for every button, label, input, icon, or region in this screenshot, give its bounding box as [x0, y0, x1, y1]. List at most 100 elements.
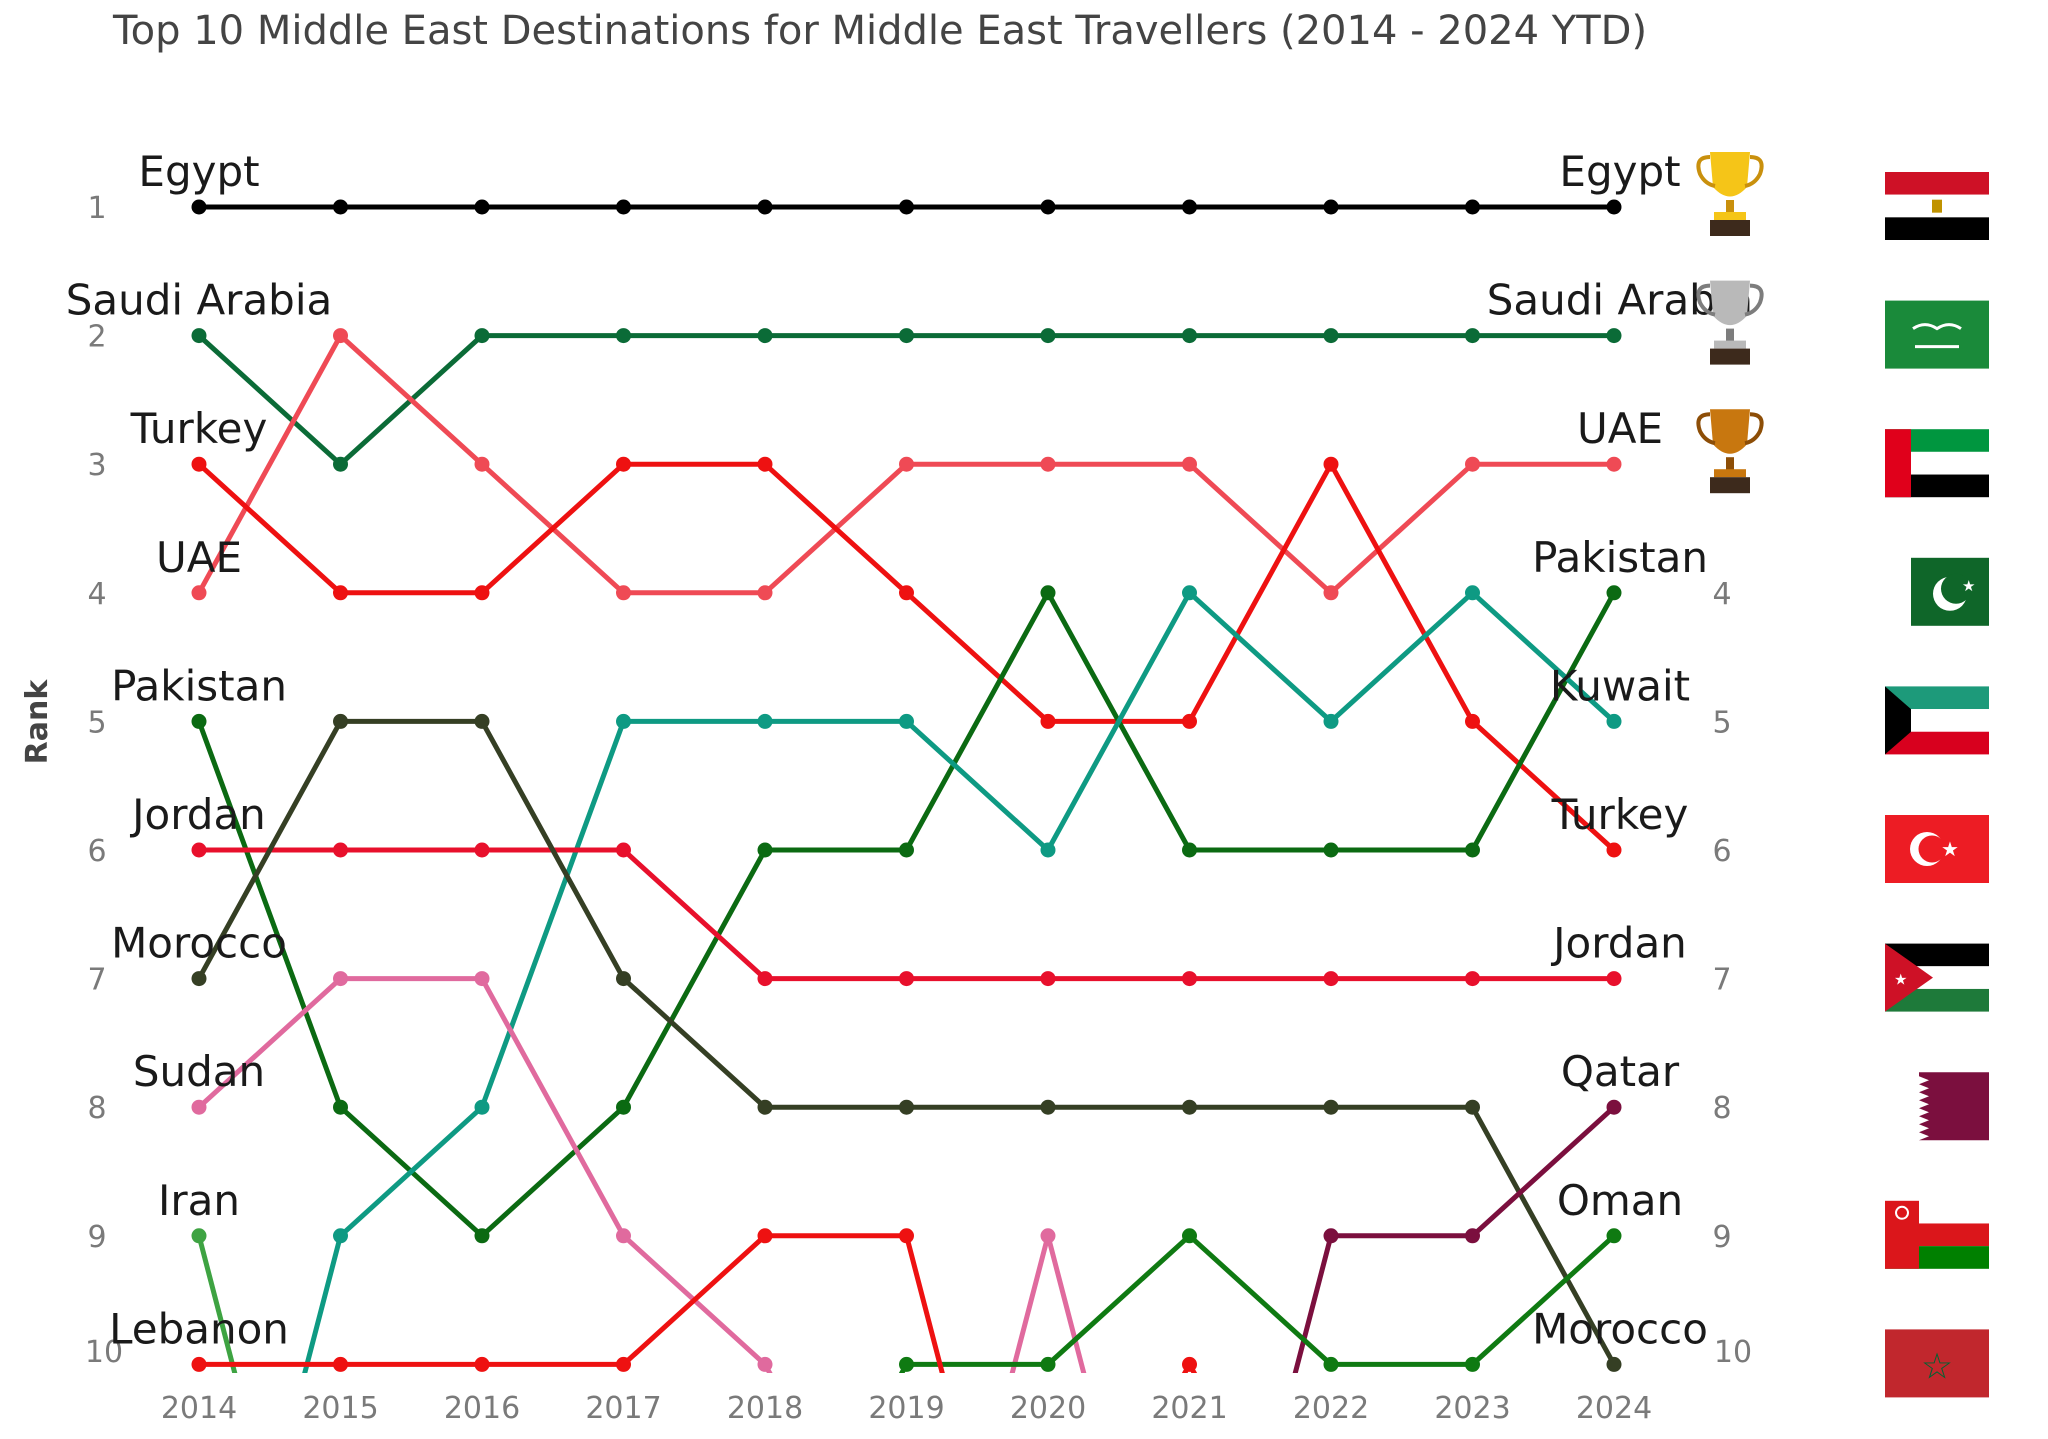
- trophies-layer: [1696, 152, 1764, 494]
- point-lebanon-2021: [1182, 1356, 1197, 1372]
- point-saudi-arabia-2016: [474, 328, 490, 344]
- y-tick-right-4: 4: [1712, 577, 1731, 612]
- x-tick-2016: 2016: [444, 1391, 520, 1426]
- point-morocco-2021: [1182, 1099, 1197, 1115]
- label-right-morocco: Morocco: [1532, 1304, 1708, 1353]
- uae-flag-icon: [1885, 429, 1989, 498]
- point-oman-2024: [1606, 1228, 1622, 1244]
- point-uae-2022: [1323, 585, 1339, 601]
- x-tick-2015: 2015: [302, 1391, 378, 1426]
- point-uae-2019: [899, 456, 914, 472]
- point-sudan-2020: [1040, 1228, 1056, 1244]
- point-egypt-2018: [757, 199, 773, 215]
- point-morocco-2023: [1465, 1099, 1480, 1115]
- point-kuwait-2017: [616, 713, 631, 729]
- point-egypt-2016: [474, 199, 490, 215]
- point-jordan-2014: [191, 842, 207, 858]
- y-tick-left-5: 5: [87, 705, 106, 740]
- point-turkey-2019: [899, 585, 914, 601]
- y-tick-left-3: 3: [87, 448, 106, 483]
- y-tick-right-7: 7: [1712, 963, 1731, 998]
- pakistan-flag-icon: ★: [1911, 557, 1989, 626]
- point-jordan-2021: [1182, 971, 1197, 987]
- point-lebanon-2017: [616, 1356, 631, 1372]
- point-jordan-2015: [333, 842, 348, 858]
- point-turkey-2018: [757, 456, 773, 472]
- point-turkey-2024: [1606, 842, 1622, 858]
- point-kuwait-2018: [757, 713, 773, 729]
- point-lebanon-2016: [474, 1356, 490, 1372]
- bronze-trophy-icon: [1696, 409, 1764, 494]
- point-turkey-2014: [191, 456, 207, 472]
- y-tick-right-8: 8: [1712, 1091, 1731, 1126]
- point-turkey-2022: [1323, 456, 1339, 472]
- y-tick-left-2: 2: [87, 320, 106, 355]
- point-saudi-arabia-2014: [191, 328, 207, 344]
- y-axis-label: Rank: [20, 679, 55, 765]
- point-lebanon-2018: [757, 1228, 773, 1244]
- point-jordan-2022: [1323, 971, 1339, 987]
- point-jordan-2019: [899, 971, 914, 987]
- point-morocco-2017: [616, 971, 631, 987]
- point-saudi-arabia-2020: [1040, 328, 1056, 344]
- point-lebanon-2019: [899, 1228, 914, 1244]
- egypt-flag-icon: [1885, 172, 1989, 240]
- labels-layer: Egypt Saudi Arabia Turkey UAE Pakistan Jordan…: [66, 147, 1754, 1353]
- point-pakistan-2018: [757, 842, 773, 858]
- svg-text:☆: ☆: [1921, 1346, 1953, 1387]
- point-kuwait-2015: [333, 1228, 348, 1244]
- x-tick-2024: 2024: [1576, 1391, 1652, 1426]
- label-left-iran: Iran: [158, 1176, 240, 1225]
- oman-flag-icon: [1885, 1200, 1989, 1269]
- point-egypt-2020: [1040, 199, 1056, 215]
- point-morocco-2016: [474, 713, 490, 729]
- point-pakistan-2022: [1323, 842, 1339, 858]
- point-uae-2015: [333, 328, 348, 344]
- point-jordan-2017: [616, 842, 631, 858]
- svg-text:★: ★: [1941, 837, 1959, 861]
- point-kuwait-2023: [1465, 585, 1480, 601]
- point-pakistan-2014: [191, 713, 207, 729]
- point-pakistan-2017: [616, 1099, 631, 1115]
- point-egypt-2014: [191, 199, 207, 215]
- y-tick-right-9: 9: [1712, 1220, 1731, 1255]
- point-iran-2014: [191, 1228, 207, 1244]
- point-sudan-2014: [191, 1099, 207, 1115]
- point-sudan-2018: [757, 1356, 773, 1372]
- point-uae-2014: [191, 585, 207, 601]
- point-turkey-2020: [1040, 713, 1056, 729]
- point-morocco-2022: [1323, 1099, 1339, 1115]
- label-right-egypt: Egypt: [1559, 147, 1680, 196]
- label-right-turkey: Turkey: [1551, 790, 1689, 839]
- point-uae-2023: [1465, 456, 1480, 472]
- point-pakistan-2015: [333, 1099, 348, 1115]
- point-oman-2020: [1040, 1356, 1056, 1372]
- label-left-lebanon: Lebanon: [109, 1304, 289, 1353]
- point-sudan-2017: [616, 1228, 631, 1244]
- x-tick-2019: 2019: [868, 1391, 944, 1426]
- point-saudi-arabia-2015: [333, 456, 348, 472]
- label-right-jordan: Jordan: [1550, 919, 1687, 968]
- qatar-flag-icon: [1885, 1072, 1989, 1141]
- label-left-turkey: Turkey: [130, 404, 268, 453]
- point-egypt-2024: [1606, 199, 1622, 215]
- y-tick-left-1: 1: [87, 191, 106, 226]
- point-sudan-2015: [333, 971, 348, 987]
- point-morocco-2014: [191, 971, 207, 987]
- x-tick-2023: 2023: [1434, 1391, 1510, 1426]
- label-left-saudi-arabia: Saudi Arabia: [66, 276, 333, 325]
- point-saudi-arabia-2024: [1606, 328, 1622, 344]
- chart-title: Top 10 Middle East Destinations for Midd…: [112, 8, 1647, 54]
- morocco-flag-icon: ☆: [1885, 1329, 1989, 1398]
- point-egypt-2019: [899, 199, 914, 215]
- point-oman-2023: [1465, 1356, 1480, 1372]
- jordan-flag-icon: ★: [1885, 943, 1989, 1012]
- point-kuwait-2016: [474, 1099, 490, 1115]
- point-morocco-2015: [333, 713, 348, 729]
- label-left-jordan: Jordan: [129, 790, 266, 839]
- point-saudi-arabia-2018: [757, 328, 773, 344]
- x-tick-2021: 2021: [1151, 1391, 1227, 1426]
- x-tick-2017: 2017: [585, 1391, 661, 1426]
- y-tick-left-10: 10: [85, 1335, 123, 1370]
- point-jordan-2023: [1465, 971, 1480, 987]
